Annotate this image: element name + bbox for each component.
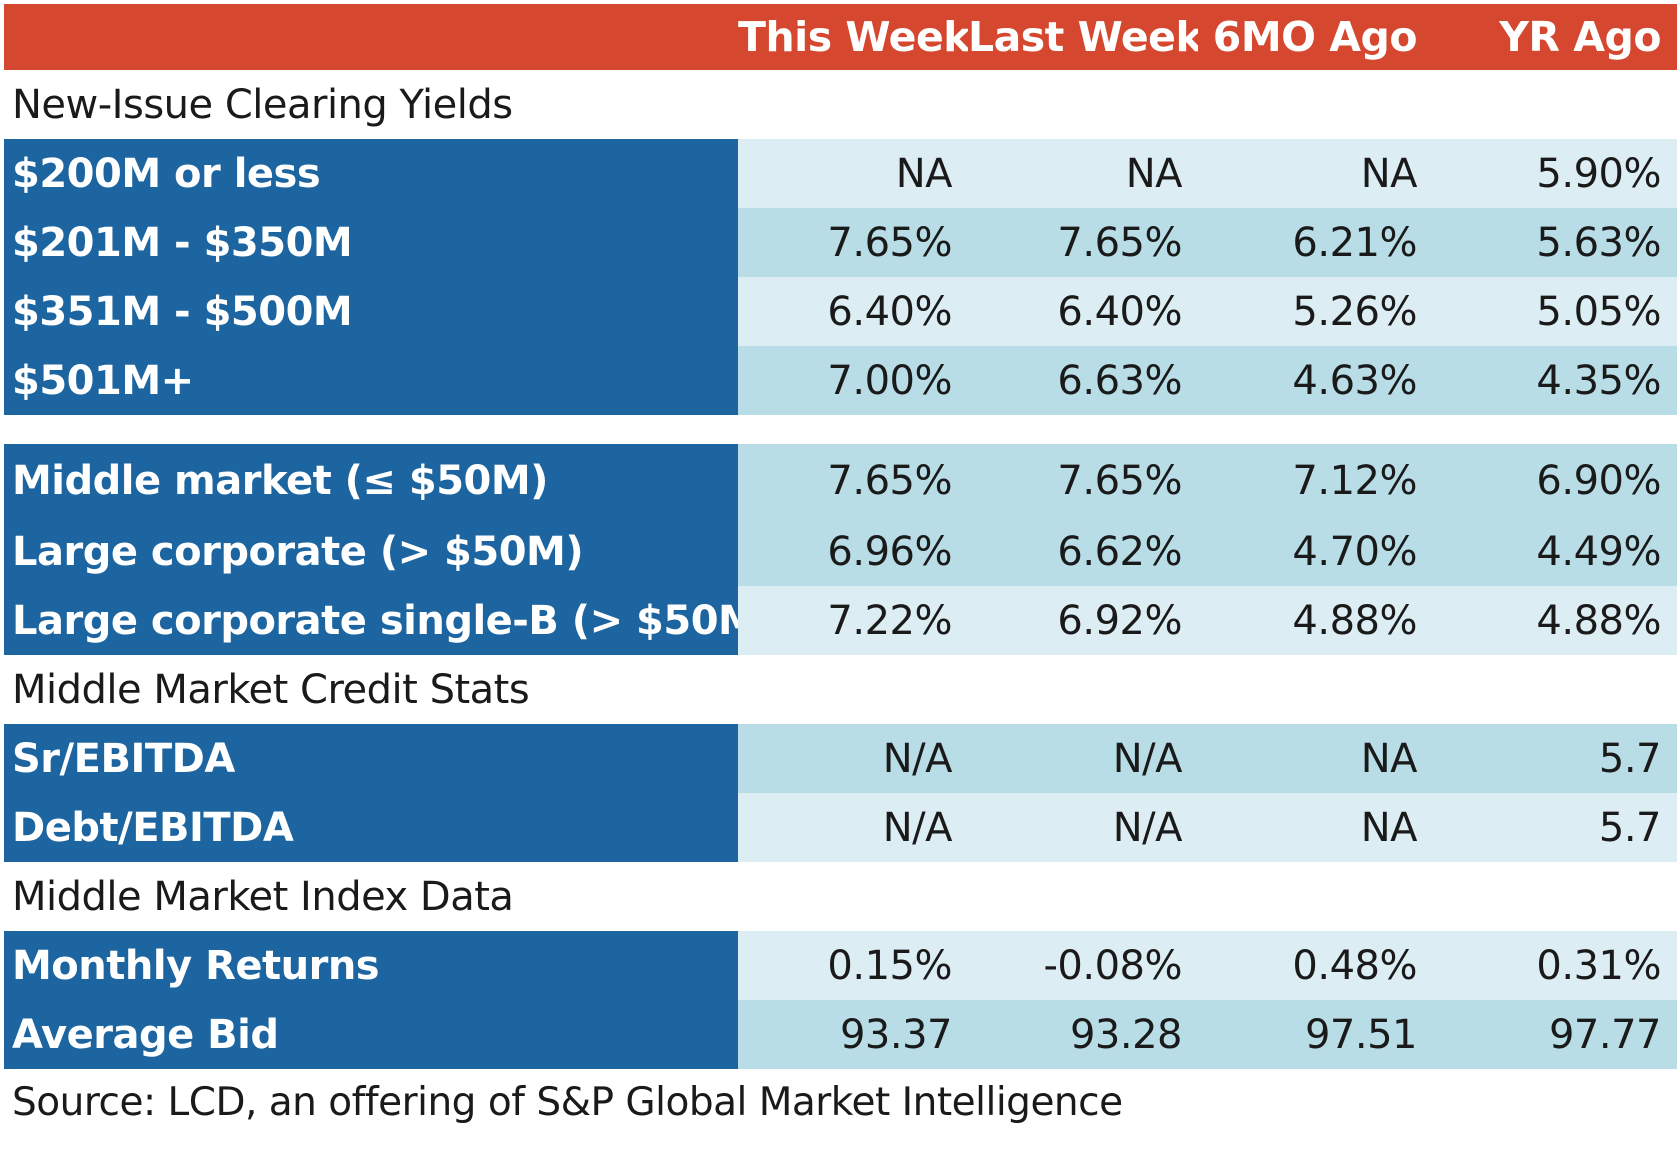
table-row: $201M - $350M 7.65% 7.65% 6.21% 5.63% bbox=[4, 208, 1677, 277]
cell-this-week: N/A bbox=[738, 724, 968, 793]
cell-last-week: N/A bbox=[968, 793, 1198, 862]
table-row: $351M - $500M 6.40% 6.40% 5.26% 5.05% bbox=[4, 277, 1677, 346]
cell-last-week: 7.65% bbox=[968, 444, 1198, 517]
cell-6mo-ago: 7.12% bbox=[1198, 444, 1433, 517]
table-row: Monthly Returns 0.15% -0.08% 0.48% 0.31% bbox=[4, 931, 1677, 1000]
cell-yr-ago: 0.31% bbox=[1433, 931, 1677, 1000]
column-header-last-week: Last Week bbox=[968, 4, 1198, 70]
row-label: $200M or less bbox=[4, 139, 738, 208]
cell-this-week: 7.22% bbox=[738, 586, 968, 655]
source-row: Source: LCD, an offering of S&P Global M… bbox=[4, 1069, 1677, 1135]
row-label: Debt/EBITDA bbox=[4, 793, 738, 862]
cell-yr-ago: 5.90% bbox=[1433, 139, 1677, 208]
cell-6mo-ago: NA bbox=[1198, 793, 1433, 862]
cell-yr-ago: 6.90% bbox=[1433, 444, 1677, 517]
cell-6mo-ago: 6.21% bbox=[1198, 208, 1433, 277]
section-heading-row: Middle Market Credit Stats bbox=[4, 655, 1677, 724]
spacer-cell bbox=[4, 415, 1677, 444]
cell-last-week: NA bbox=[968, 139, 1198, 208]
section-title-index-data: Middle Market Index Data bbox=[4, 862, 1677, 931]
cell-yr-ago: 4.35% bbox=[1433, 346, 1677, 415]
cell-yr-ago: 4.49% bbox=[1433, 517, 1677, 586]
cell-yr-ago: 5.7 bbox=[1433, 724, 1677, 793]
row-label: $201M - $350M bbox=[4, 208, 738, 277]
cell-this-week: 7.00% bbox=[738, 346, 968, 415]
cell-last-week: 93.28 bbox=[968, 1000, 1198, 1069]
cell-6mo-ago: 0.48% bbox=[1198, 931, 1433, 1000]
table-row: $501M+ 7.00% 6.63% 4.63% 4.35% bbox=[4, 346, 1677, 415]
section-heading-row: New-Issue Clearing Yields bbox=[4, 70, 1677, 139]
cell-this-week: 7.65% bbox=[738, 444, 968, 517]
cell-6mo-ago: 4.70% bbox=[1198, 517, 1433, 586]
cell-yr-ago: 5.63% bbox=[1433, 208, 1677, 277]
yield-table: This Week Last Week 6MO Ago YR Ago New-I… bbox=[4, 4, 1677, 1135]
row-label: $501M+ bbox=[4, 346, 738, 415]
cell-this-week: N/A bbox=[738, 793, 968, 862]
cell-this-week: 6.40% bbox=[738, 277, 968, 346]
cell-last-week: 6.63% bbox=[968, 346, 1198, 415]
row-label: Monthly Returns bbox=[4, 931, 738, 1000]
cell-yr-ago: 5.7 bbox=[1433, 793, 1677, 862]
column-header-yr-ago: YR Ago bbox=[1433, 4, 1677, 70]
cell-yr-ago: 97.77 bbox=[1433, 1000, 1677, 1069]
cell-6mo-ago: NA bbox=[1198, 139, 1433, 208]
section-spacer bbox=[4, 415, 1677, 444]
table-row: Middle market (≤ $50M) 7.65% 7.65% 7.12%… bbox=[4, 444, 1677, 517]
table-row: Average Bid 93.37 93.28 97.51 97.77 bbox=[4, 1000, 1677, 1069]
column-header-6mo-ago: 6MO Ago bbox=[1198, 4, 1433, 70]
source-note: Source: LCD, an offering of S&P Global M… bbox=[4, 1069, 1677, 1135]
table-row: $200M or less NA NA NA 5.90% bbox=[4, 139, 1677, 208]
table-row: Large corporate (> $50M) 6.96% 6.62% 4.7… bbox=[4, 517, 1677, 586]
cell-6mo-ago: 97.51 bbox=[1198, 1000, 1433, 1069]
cell-yr-ago: 4.88% bbox=[1433, 586, 1677, 655]
header-row: This Week Last Week 6MO Ago YR Ago bbox=[4, 4, 1677, 70]
cell-last-week: 6.62% bbox=[968, 517, 1198, 586]
cell-this-week: 0.15% bbox=[738, 931, 968, 1000]
cell-last-week: 7.65% bbox=[968, 208, 1198, 277]
row-label: Large corporate single-B (> $50M) bbox=[4, 586, 738, 655]
cell-this-week: 6.96% bbox=[738, 517, 968, 586]
header-label-cell bbox=[4, 4, 738, 70]
cell-this-week: 7.65% bbox=[738, 208, 968, 277]
row-label: $351M - $500M bbox=[4, 277, 738, 346]
cell-this-week: NA bbox=[738, 139, 968, 208]
column-header-this-week: This Week bbox=[738, 4, 968, 70]
cell-6mo-ago: 4.63% bbox=[1198, 346, 1433, 415]
section-heading-row: Middle Market Index Data bbox=[4, 862, 1677, 931]
table-row: Debt/EBITDA N/A N/A NA 5.7 bbox=[4, 793, 1677, 862]
section-title-credit-stats: Middle Market Credit Stats bbox=[4, 655, 1677, 724]
row-label: Average Bid bbox=[4, 1000, 738, 1069]
table-row: Sr/EBITDA N/A N/A NA 5.7 bbox=[4, 724, 1677, 793]
cell-last-week: 6.92% bbox=[968, 586, 1198, 655]
cell-6mo-ago: NA bbox=[1198, 724, 1433, 793]
table-row: Large corporate single-B (> $50M) 7.22% … bbox=[4, 586, 1677, 655]
cell-6mo-ago: 5.26% bbox=[1198, 277, 1433, 346]
row-label: Sr/EBITDA bbox=[4, 724, 738, 793]
cell-6mo-ago: 4.88% bbox=[1198, 586, 1433, 655]
row-label: Middle market (≤ $50M) bbox=[4, 444, 738, 517]
cell-this-week: 93.37 bbox=[738, 1000, 968, 1069]
cell-yr-ago: 5.05% bbox=[1433, 277, 1677, 346]
row-label: Large corporate (> $50M) bbox=[4, 517, 738, 586]
section-title-new-issue: New-Issue Clearing Yields bbox=[4, 70, 1677, 139]
cell-last-week: N/A bbox=[968, 724, 1198, 793]
cell-last-week: 6.40% bbox=[968, 277, 1198, 346]
cell-last-week: -0.08% bbox=[968, 931, 1198, 1000]
